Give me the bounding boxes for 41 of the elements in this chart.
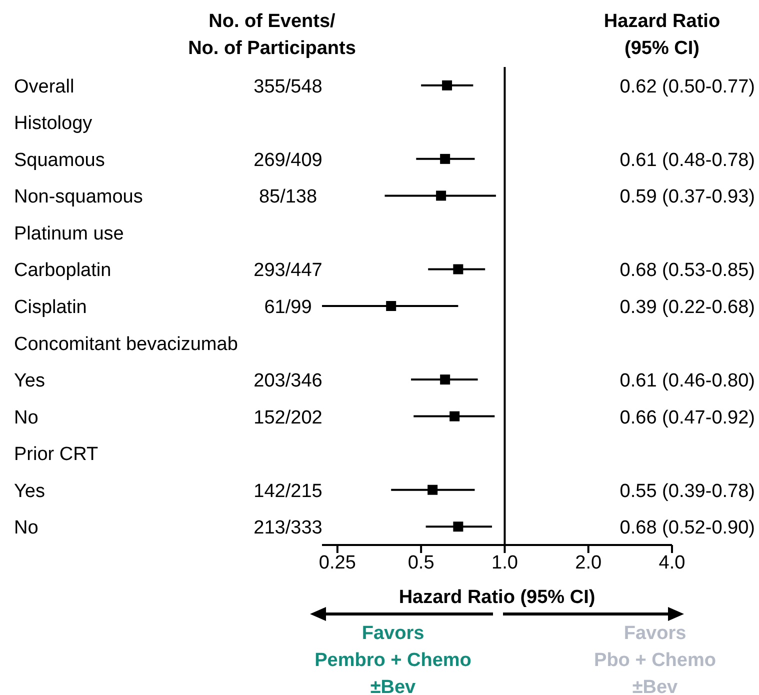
x-axis-title: Hazard Ratio (95% CI) — [398, 587, 596, 608]
data-label: 0.68 (0.53-0.85) — [620, 260, 755, 282]
data-label: 0.55 (0.39-0.78) — [620, 480, 755, 502]
text: Hazard Ratio (95% CI) — [604, 11, 720, 59]
annotation: 142/215 — [254, 480, 322, 502]
text: 85/138 — [258, 186, 318, 208]
y-tick-label: No — [14, 518, 38, 539]
y-tick-label: Concomitant bevacizumab — [14, 334, 238, 355]
y-tick-label: Prior CRT — [14, 444, 98, 466]
text: Favors Pbo + Chemo ±Bev — [594, 623, 716, 695]
data-label: 0.62 (0.50-0.77) — [620, 76, 755, 98]
text: Favors Pembro + Chemo ±Bev — [314, 623, 472, 695]
x-tick-label: 0.25 — [318, 552, 356, 574]
y-tick-label: Yes — [14, 480, 45, 502]
annotation: 213/333 — [254, 518, 322, 539]
y-tick-label: Squamous — [14, 150, 105, 171]
y-tick-label: No — [14, 407, 38, 428]
data-label: 0.61 (0.46-0.80) — [620, 370, 755, 392]
x-tick-label: 1.0 — [492, 552, 518, 574]
annotation: 152/202 — [254, 407, 322, 428]
text: No. of Events/ No. of Participants — [188, 11, 356, 59]
y-tick-label: Platinum use — [14, 223, 124, 244]
data-label: 0.66 (0.47-0.92) — [620, 407, 755, 428]
annotation: 293/447 — [254, 260, 322, 282]
data-label: 0.68 (0.52-0.90) — [620, 518, 755, 539]
y-tick-label: Yes — [14, 370, 45, 392]
y-tick-label: Overall — [14, 76, 74, 98]
data-label: 0.61 (0.48-0.78) — [620, 150, 755, 171]
annotation: 269/409 — [254, 150, 322, 171]
x-tick-label: 4.0 — [658, 552, 686, 574]
data-label: 0.39 (0.22-0.68) — [620, 297, 755, 318]
data-label: 0.59 (0.37-0.93) — [620, 186, 755, 208]
y-tick-label: Histology — [14, 113, 93, 134]
annotation: 355/548 — [254, 76, 322, 98]
annotation: 203/346 — [254, 370, 322, 392]
x-tick-label: 2.0 — [575, 552, 602, 574]
x-tick-label: 0.5 — [408, 552, 434, 574]
y-tick-label: Carboplatin — [14, 260, 112, 282]
y-tick-label: Non-squamous — [14, 186, 143, 208]
text: 61/99 — [264, 297, 312, 318]
y-tick-label: Cisplatin — [14, 297, 87, 318]
